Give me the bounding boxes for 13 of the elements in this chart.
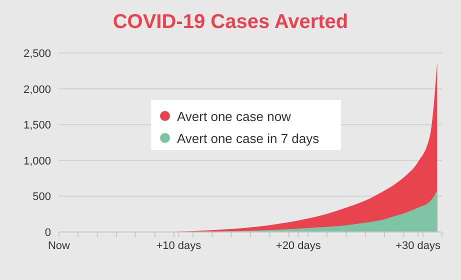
y-tick-label: 500: [32, 191, 51, 204]
x-tick-label: +30 days: [396, 240, 442, 252]
x-tick-label: +20 days: [276, 240, 322, 252]
y-tick-label: 2,500: [23, 48, 51, 60]
y-tick-label: 1,500: [23, 120, 51, 132]
legend-label: Avert one case now: [177, 109, 292, 124]
x-tick-label: +10 days: [156, 240, 202, 252]
legend-label: Avert one case in 7 days: [177, 131, 320, 146]
y-tick-label: 2,000: [23, 84, 51, 96]
x-tick-label: Now: [48, 240, 70, 252]
chart-title: COVID-19 Cases Averted: [112, 11, 348, 33]
y-tick-label: 1,000: [23, 155, 51, 168]
y-tick-label: 0: [44, 227, 51, 239]
